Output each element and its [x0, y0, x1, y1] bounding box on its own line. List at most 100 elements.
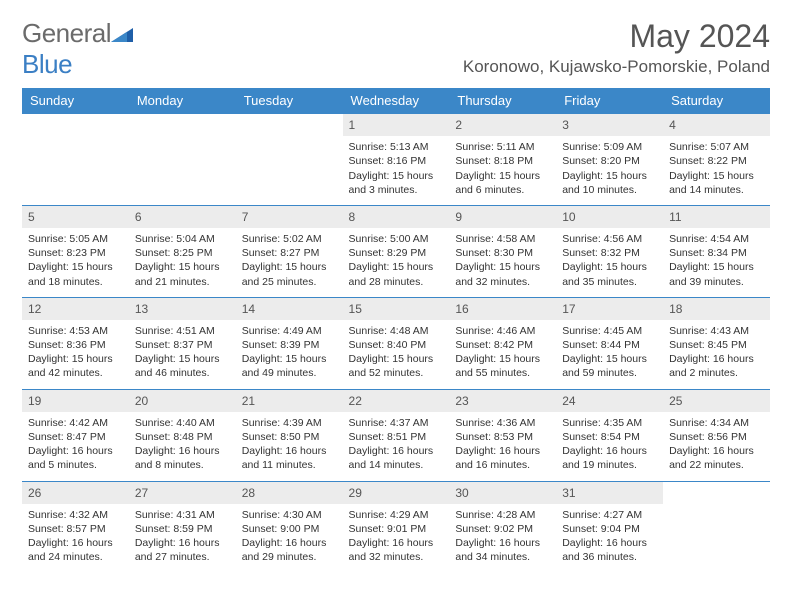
day-info: Sunrise: 5:11 AMSunset: 8:18 PMDaylight:…	[449, 136, 556, 205]
sunset-text: Sunset: 8:36 PM	[28, 338, 123, 352]
sunrise-text: Sunrise: 4:48 AM	[349, 324, 444, 338]
daylight-text: Daylight: 15 hours and 59 minutes.	[562, 352, 657, 380]
daylight-text: Daylight: 15 hours and 55 minutes.	[455, 352, 550, 380]
sunrise-text: Sunrise: 5:09 AM	[562, 140, 657, 154]
brand-logo: GeneralBlue	[22, 18, 133, 80]
calendar-day: 16Sunrise: 4:46 AMSunset: 8:42 PMDayligh…	[449, 297, 556, 389]
day-info: Sunrise: 5:00 AMSunset: 8:29 PMDaylight:…	[343, 228, 450, 297]
brand-triangle-icon	[111, 18, 133, 49]
day-number: 12	[22, 298, 129, 320]
sunset-text: Sunset: 8:53 PM	[455, 430, 550, 444]
sunrise-text: Sunrise: 4:51 AM	[135, 324, 230, 338]
day-info: Sunrise: 4:43 AMSunset: 8:45 PMDaylight:…	[663, 320, 770, 389]
day-info: Sunrise: 4:31 AMSunset: 8:59 PMDaylight:…	[129, 504, 236, 573]
day-number: 22	[343, 390, 450, 412]
day-info: Sunrise: 4:48 AMSunset: 8:40 PMDaylight:…	[343, 320, 450, 389]
day-number: 5	[22, 206, 129, 228]
day-number: 28	[236, 482, 343, 504]
day-info: Sunrise: 4:28 AMSunset: 9:02 PMDaylight:…	[449, 504, 556, 573]
sunrise-text: Sunrise: 4:35 AM	[562, 416, 657, 430]
sunset-text: Sunset: 8:27 PM	[242, 246, 337, 260]
sunset-text: Sunset: 8:37 PM	[135, 338, 230, 352]
day-number: 27	[129, 482, 236, 504]
calendar-day: 4Sunrise: 5:07 AMSunset: 8:22 PMDaylight…	[663, 114, 770, 206]
day-number: 23	[449, 390, 556, 412]
calendar-day: 6Sunrise: 5:04 AMSunset: 8:25 PMDaylight…	[129, 205, 236, 297]
calendar-day: 18Sunrise: 4:43 AMSunset: 8:45 PMDayligh…	[663, 297, 770, 389]
calendar-day: 30Sunrise: 4:28 AMSunset: 9:02 PMDayligh…	[449, 481, 556, 572]
calendar-day: 11Sunrise: 4:54 AMSunset: 8:34 PMDayligh…	[663, 205, 770, 297]
sunrise-text: Sunrise: 4:37 AM	[349, 416, 444, 430]
sunset-text: Sunset: 8:59 PM	[135, 522, 230, 536]
calendar-week: 5Sunrise: 5:05 AMSunset: 8:23 PMDaylight…	[22, 205, 770, 297]
weekday-header: Wednesday	[343, 88, 450, 114]
sunrise-text: Sunrise: 5:00 AM	[349, 232, 444, 246]
sunrise-text: Sunrise: 4:56 AM	[562, 232, 657, 246]
calendar-day	[129, 114, 236, 206]
calendar-day: 27Sunrise: 4:31 AMSunset: 8:59 PMDayligh…	[129, 481, 236, 572]
day-info: Sunrise: 4:35 AMSunset: 8:54 PMDaylight:…	[556, 412, 663, 481]
calendar-week: 19Sunrise: 4:42 AMSunset: 8:47 PMDayligh…	[22, 389, 770, 481]
header: GeneralBlue May 2024 Koronowo, Kujawsko-…	[22, 18, 770, 80]
sunset-text: Sunset: 9:02 PM	[455, 522, 550, 536]
day-number: 26	[22, 482, 129, 504]
sunset-text: Sunset: 8:57 PM	[28, 522, 123, 536]
sunset-text: Sunset: 8:44 PM	[562, 338, 657, 352]
day-number: 1	[343, 114, 450, 136]
sunset-text: Sunset: 8:20 PM	[562, 154, 657, 168]
day-number: 30	[449, 482, 556, 504]
title-block: May 2024 Koronowo, Kujawsko-Pomorskie, P…	[463, 18, 770, 77]
calendar-day: 14Sunrise: 4:49 AMSunset: 8:39 PMDayligh…	[236, 297, 343, 389]
day-info: Sunrise: 5:05 AMSunset: 8:23 PMDaylight:…	[22, 228, 129, 297]
daylight-text: Daylight: 16 hours and 34 minutes.	[455, 536, 550, 564]
brand-part2: Blue	[22, 49, 72, 79]
weekday-header: Thursday	[449, 88, 556, 114]
daylight-text: Daylight: 15 hours and 35 minutes.	[562, 260, 657, 288]
calendar-week: 26Sunrise: 4:32 AMSunset: 8:57 PMDayligh…	[22, 481, 770, 572]
daylight-text: Daylight: 15 hours and 14 minutes.	[669, 169, 764, 197]
sunrise-text: Sunrise: 5:07 AM	[669, 140, 764, 154]
sunrise-text: Sunrise: 4:39 AM	[242, 416, 337, 430]
calendar-day: 24Sunrise: 4:35 AMSunset: 8:54 PMDayligh…	[556, 389, 663, 481]
daylight-text: Daylight: 15 hours and 52 minutes.	[349, 352, 444, 380]
calendar-day	[22, 114, 129, 206]
calendar-day: 8Sunrise: 5:00 AMSunset: 8:29 PMDaylight…	[343, 205, 450, 297]
sunrise-text: Sunrise: 5:13 AM	[349, 140, 444, 154]
sunset-text: Sunset: 8:45 PM	[669, 338, 764, 352]
sunset-text: Sunset: 8:34 PM	[669, 246, 764, 260]
sunset-text: Sunset: 8:47 PM	[28, 430, 123, 444]
day-info: Sunrise: 5:04 AMSunset: 8:25 PMDaylight:…	[129, 228, 236, 297]
sunrise-text: Sunrise: 4:27 AM	[562, 508, 657, 522]
sunset-text: Sunset: 8:50 PM	[242, 430, 337, 444]
sunset-text: Sunset: 8:51 PM	[349, 430, 444, 444]
calendar-head: SundayMondayTuesdayWednesdayThursdayFrid…	[22, 88, 770, 114]
daylight-text: Daylight: 15 hours and 21 minutes.	[135, 260, 230, 288]
calendar-day: 9Sunrise: 4:58 AMSunset: 8:30 PMDaylight…	[449, 205, 556, 297]
daylight-text: Daylight: 15 hours and 10 minutes.	[562, 169, 657, 197]
daylight-text: Daylight: 16 hours and 14 minutes.	[349, 444, 444, 472]
day-number: 29	[343, 482, 450, 504]
day-info: Sunrise: 4:40 AMSunset: 8:48 PMDaylight:…	[129, 412, 236, 481]
calendar-day: 5Sunrise: 5:05 AMSunset: 8:23 PMDaylight…	[22, 205, 129, 297]
calendar-day: 26Sunrise: 4:32 AMSunset: 8:57 PMDayligh…	[22, 481, 129, 572]
sunset-text: Sunset: 8:56 PM	[669, 430, 764, 444]
sunrise-text: Sunrise: 4:34 AM	[669, 416, 764, 430]
sunset-text: Sunset: 8:16 PM	[349, 154, 444, 168]
sunset-text: Sunset: 9:01 PM	[349, 522, 444, 536]
day-number: 3	[556, 114, 663, 136]
sunrise-text: Sunrise: 4:49 AM	[242, 324, 337, 338]
sunset-text: Sunset: 8:30 PM	[455, 246, 550, 260]
day-info: Sunrise: 4:30 AMSunset: 9:00 PMDaylight:…	[236, 504, 343, 573]
weekday-header: Saturday	[663, 88, 770, 114]
day-number: 20	[129, 390, 236, 412]
day-number: 13	[129, 298, 236, 320]
day-number: 14	[236, 298, 343, 320]
calendar-day: 17Sunrise: 4:45 AMSunset: 8:44 PMDayligh…	[556, 297, 663, 389]
daylight-text: Daylight: 16 hours and 8 minutes.	[135, 444, 230, 472]
brand-part1: General	[22, 18, 111, 48]
daylight-text: Daylight: 15 hours and 42 minutes.	[28, 352, 123, 380]
day-info: Sunrise: 4:46 AMSunset: 8:42 PMDaylight:…	[449, 320, 556, 389]
sunrise-text: Sunrise: 4:46 AM	[455, 324, 550, 338]
sunrise-text: Sunrise: 4:30 AM	[242, 508, 337, 522]
calendar-body: 1 Sunrise: 5:13 AMSunset: 8:16 PM Daylight…	[22, 114, 770, 573]
